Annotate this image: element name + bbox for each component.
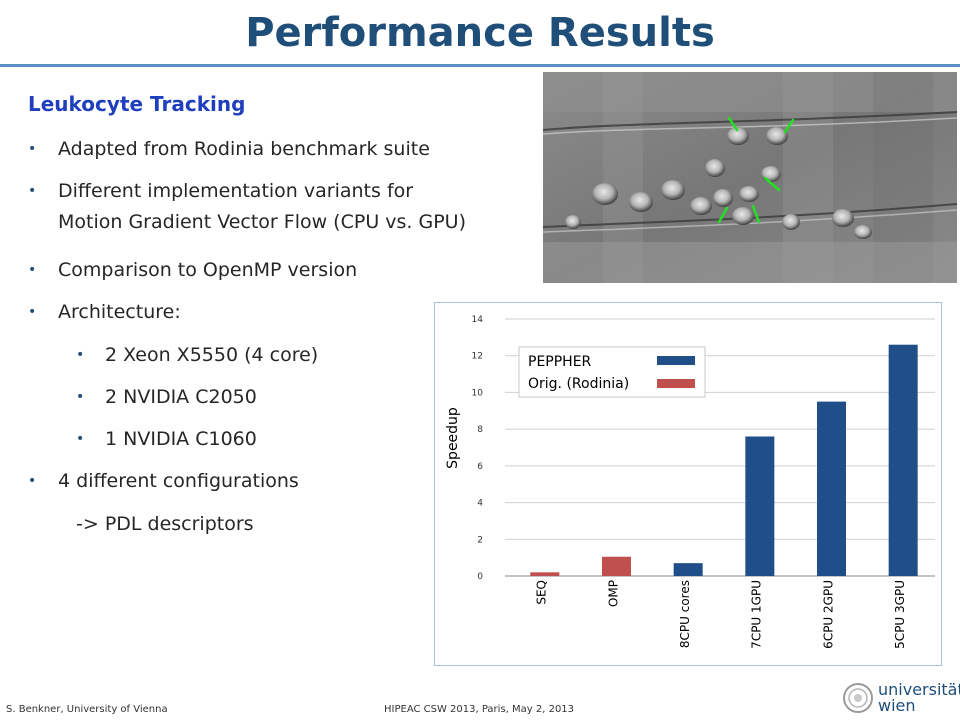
y-tick-label: 14 <box>472 315 484 325</box>
y-tick-label: 0 <box>477 572 483 582</box>
university-logo: universität wien <box>842 682 960 716</box>
bar-peppher <box>673 563 703 576</box>
chart-grid <box>505 318 935 577</box>
bullet-text: Architecture: <box>58 301 181 323</box>
bullet-dot-icon: • <box>28 141 37 157</box>
legend-label-rodinia: Orig. (Rodinia) <box>528 376 629 392</box>
microscopy-image <box>543 72 957 283</box>
y-tick-label: 2 <box>477 535 483 545</box>
y-tick-label: 8 <box>477 425 483 435</box>
y-tick-label: 12 <box>472 352 483 362</box>
bar-rodinia <box>530 572 560 576</box>
chart-bars <box>530 344 918 576</box>
bullet-text: Adapted from Rodinia benchmark suite <box>58 138 430 160</box>
x-tick-label: OMP <box>606 580 620 607</box>
y-axis-label: Speedup <box>445 407 461 469</box>
footer-author: S. Benkner, University of Vienna <box>6 704 168 715</box>
logo-line-1: universität <box>878 680 960 699</box>
logo-line-2: wien <box>878 696 916 715</box>
y-axis-ticks: 0 2 4 6 8 10 12 14 <box>472 315 484 582</box>
footer-event: HIPEAC CSW 2013, Paris, May 2, 2013 <box>384 704 575 715</box>
x-tick-label: SEQ <box>535 580 549 605</box>
microscopy-picture <box>543 72 957 283</box>
bullet-text: -> PDL descriptors <box>76 513 254 535</box>
title-divider <box>0 64 960 67</box>
legend-swatch-rodinia <box>657 379 695 388</box>
bar-peppher <box>745 436 775 576</box>
bullet-dot-icon: • <box>76 347 85 363</box>
x-tick-label: 7CPU 1GPU <box>750 580 764 649</box>
legend-box <box>518 346 706 398</box>
bullet-text: 1 NVIDIA C1060 <box>105 428 257 450</box>
legend-label-peppher: PEPPHER <box>528 354 592 370</box>
bullet-dot-icon: • <box>28 473 37 489</box>
section-heading: Leukocyte Tracking <box>28 92 246 116</box>
bullet-dot-icon: • <box>28 304 37 320</box>
bullet-text: Comparison to OpenMP version <box>58 259 358 281</box>
bullet-dot-icon: • <box>76 389 85 405</box>
bullet-text: 4 different configurations <box>58 470 299 492</box>
university-seal-icon <box>843 683 873 713</box>
chart-legend: PEPPHER Orig. (Rodinia) <box>518 346 706 398</box>
x-tick-label: 8CPU cores <box>678 580 692 648</box>
slide-title: Performance Results <box>245 10 715 56</box>
x-tick-label: 6CPU 2GPU <box>821 580 835 649</box>
bar-rodinia <box>602 556 631 576</box>
y-tick-label: 6 <box>477 462 483 472</box>
legend-swatch-peppher <box>657 356 695 365</box>
bullet-text: Different implementation variants for <box>58 180 414 202</box>
bullet-text: 2 NVIDIA C2050 <box>105 386 257 408</box>
bar-peppher <box>888 344 918 576</box>
bar-peppher <box>817 401 846 576</box>
x-tick-label: 5CPU 3GPU <box>893 580 907 649</box>
y-tick-label: 4 <box>477 499 483 509</box>
bullet-text: 2 Xeon X5550 (4 core) <box>105 344 319 366</box>
speedup-chart: 0 2 4 6 8 10 12 14 SEQ OMP 8CPU cores 7CPU 1GPU 6CP… <box>445 315 935 649</box>
bullet-dot-icon: • <box>28 183 37 199</box>
x-axis-labels: SEQ OMP 8CPU cores 7CPU 1GPU 6CPU 2GPU 5CPU 3… <box>535 580 907 649</box>
logo-text: universität wien <box>878 682 960 714</box>
bullet-text: Motion Gradient Vector Flow (CPU vs. GPU… <box>58 211 466 233</box>
bullet-dot-icon: • <box>76 431 85 447</box>
speedup-chart-frame: 0 2 4 6 8 10 12 14 SEQ OMP 8CPU cores 7CPU 1GPU 6CP… <box>434 302 942 666</box>
y-tick-label: 10 <box>472 388 484 398</box>
bullet-dot-icon: • <box>28 262 37 278</box>
